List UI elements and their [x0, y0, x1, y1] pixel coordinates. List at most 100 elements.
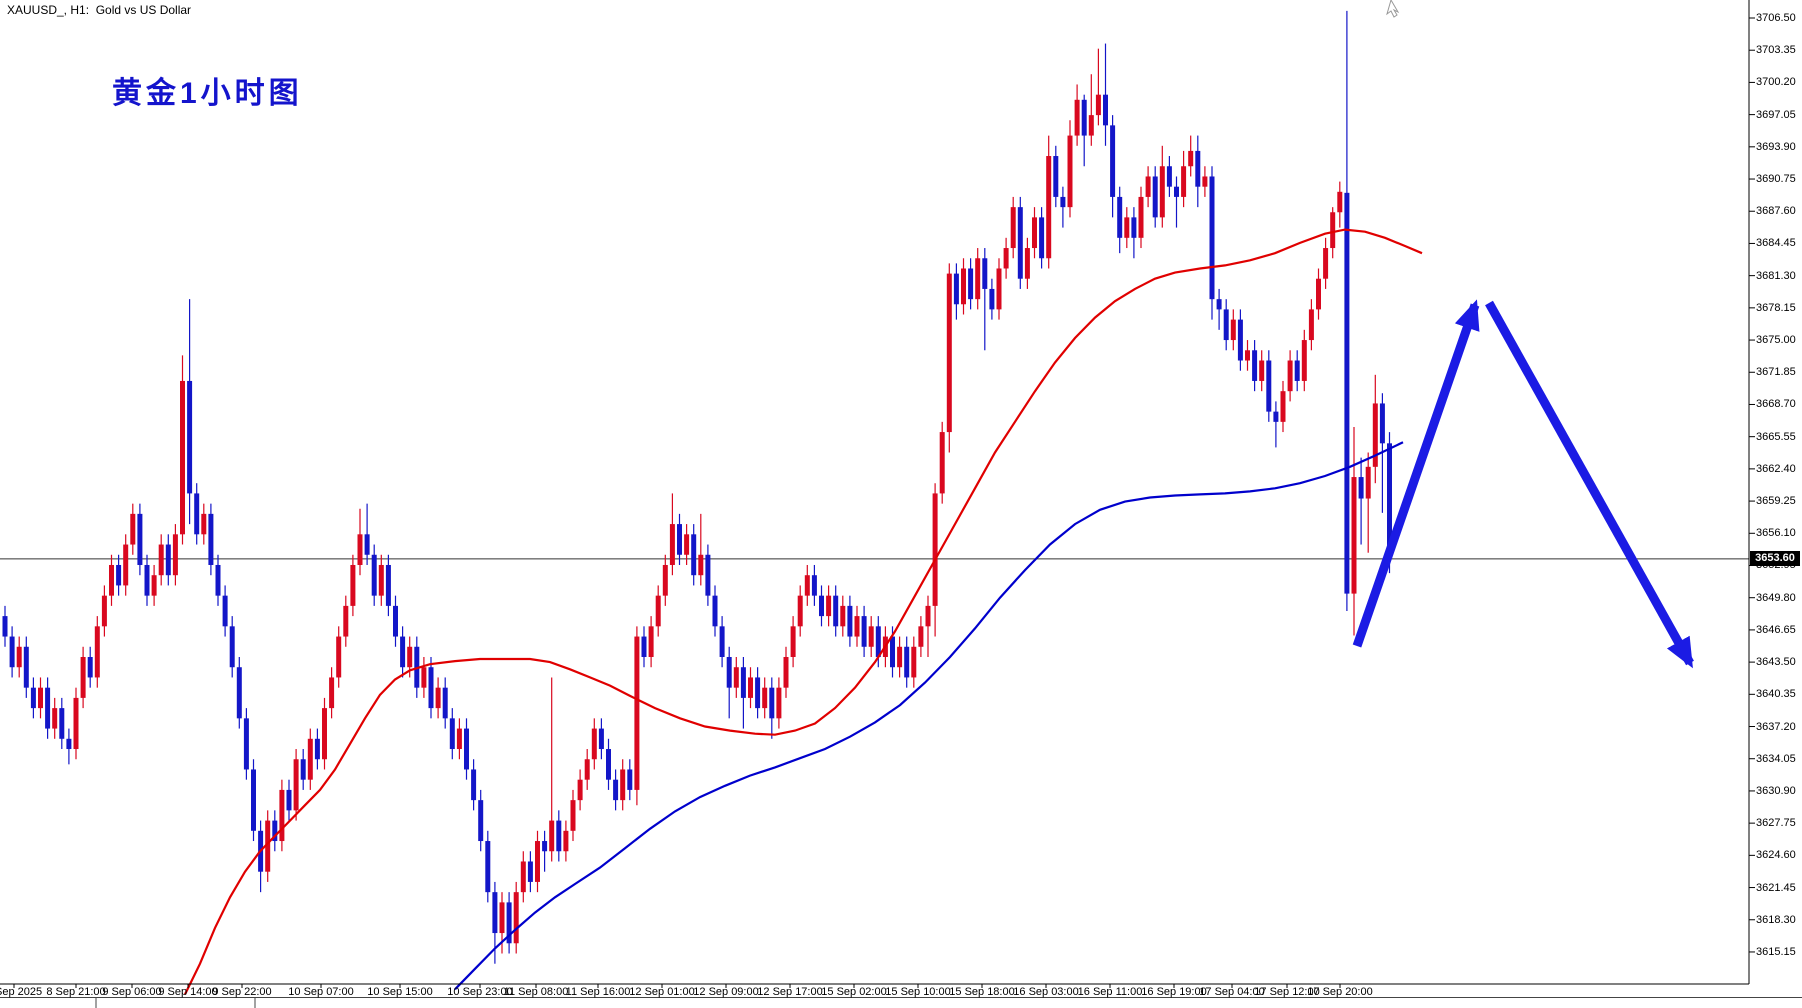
candle-down — [890, 636, 895, 668]
candle-down — [1216, 299, 1222, 310]
candle-up — [1316, 278, 1321, 310]
candle-up — [1351, 477, 1357, 594]
candle-down — [904, 646, 910, 678]
candle-up — [201, 513, 207, 535]
candle-down — [286, 789, 292, 811]
candle-up — [698, 554, 704, 576]
chart-annotation-text: 黄金1小时图 — [112, 77, 303, 110]
price-axis-label: 3640.35 — [1756, 688, 1796, 701]
candle-up — [996, 268, 1002, 310]
candle-up — [1024, 248, 1030, 279]
candle-down — [1131, 217, 1137, 238]
candle-up — [925, 605, 931, 627]
candle-down — [1103, 94, 1108, 126]
candle-up — [130, 513, 136, 545]
candle-up — [826, 595, 832, 617]
candle-down — [1379, 403, 1385, 444]
candle-down — [364, 534, 370, 555]
candle-up — [265, 820, 271, 872]
candle-down — [677, 524, 682, 555]
candle-down — [187, 380, 193, 494]
candle-down — [87, 657, 93, 678]
candle-down — [712, 595, 718, 627]
candle-up — [790, 626, 796, 657]
candle-up — [38, 687, 43, 709]
price-axis-label: 3671.85 — [1756, 366, 1796, 379]
candle-up — [1372, 403, 1378, 467]
time-axis-label: 12 Sep 09:00 — [693, 986, 759, 998]
candle-up — [1032, 217, 1037, 249]
candle-down — [116, 564, 122, 586]
price-axis-label: 3634.05 — [1756, 752, 1796, 765]
candle-down — [222, 595, 228, 627]
price-axis-label: 3656.10 — [1756, 527, 1796, 540]
time-axis-label: 16 Sep 11:00 — [1077, 986, 1143, 998]
candle-down — [1195, 150, 1201, 187]
price-axis-label: 3646.65 — [1756, 623, 1796, 636]
candle-up — [101, 595, 107, 627]
candle-up — [1280, 391, 1286, 422]
time-axis-label: 9 Sep 14:00 — [158, 986, 218, 998]
candle-down — [251, 769, 256, 831]
candle-down — [811, 575, 817, 596]
candle-up — [421, 667, 427, 688]
price-axis-label: 3675.00 — [1756, 334, 1796, 347]
candle-down — [1223, 309, 1229, 341]
candle-down — [428, 667, 434, 709]
candle-down — [641, 636, 647, 657]
candle-up — [634, 636, 640, 790]
candle-up — [946, 273, 952, 433]
time-axis-label: 15 Sep 18:00 — [949, 986, 1015, 998]
candle-down — [1294, 360, 1300, 381]
time-axis-label: 8 Sep 2025 — [0, 986, 43, 998]
candle-down — [1110, 125, 1116, 197]
candle-up — [172, 534, 178, 576]
time-axis-label: 10 Sep 15:00 — [367, 986, 433, 998]
candle-up — [1145, 176, 1151, 197]
candle-up — [570, 800, 576, 831]
candle-up — [1074, 99, 1080, 136]
time-axis-label: 15 Sep 02:00 — [821, 986, 887, 998]
price-axis-label: 3706.50 — [1756, 12, 1796, 24]
candle-down — [1081, 99, 1087, 136]
candle-up — [279, 789, 285, 842]
mouse-cursor-icon — [1386, 0, 1400, 18]
candle-up — [840, 605, 846, 627]
candle-down — [556, 820, 562, 852]
price-axis-label: 3618.30 — [1756, 913, 1796, 926]
candle-up — [797, 595, 803, 627]
candle-up — [535, 841, 540, 882]
candle-up — [783, 657, 789, 688]
candle-down — [691, 534, 697, 576]
candle-up — [868, 626, 874, 647]
candle-down — [194, 493, 200, 535]
candle-down — [705, 554, 711, 596]
candle-up — [563, 830, 569, 852]
price-axis-label: 3615.15 — [1756, 945, 1796, 958]
candle-up — [1245, 350, 1250, 361]
price-axis-label: 3697.05 — [1756, 108, 1796, 121]
price-axis-label: 3630.90 — [1756, 784, 1796, 797]
candle-up — [549, 820, 555, 852]
price-axis-label: 3665.55 — [1756, 430, 1796, 443]
candle-down — [165, 544, 171, 576]
candle-up — [662, 564, 668, 596]
candle-down — [464, 728, 469, 770]
candle-up — [16, 646, 22, 668]
candle-down — [847, 605, 853, 637]
candle-down — [606, 749, 611, 780]
candle-down — [627, 769, 633, 790]
candle-up — [1287, 360, 1293, 392]
candle-down — [1039, 217, 1045, 259]
candle-down — [1344, 192, 1350, 594]
candle-up — [336, 636, 342, 678]
candle-down — [613, 779, 619, 801]
price-axis-label: 3681.30 — [1756, 269, 1796, 282]
ma-fast-red-line — [184, 228, 1423, 995]
candle-down — [9, 636, 15, 668]
ma-slow-blue-line — [454, 441, 1404, 991]
candle-down — [1273, 411, 1279, 422]
price-axis-label: 3693.90 — [1756, 140, 1796, 153]
candle-down — [506, 902, 512, 944]
